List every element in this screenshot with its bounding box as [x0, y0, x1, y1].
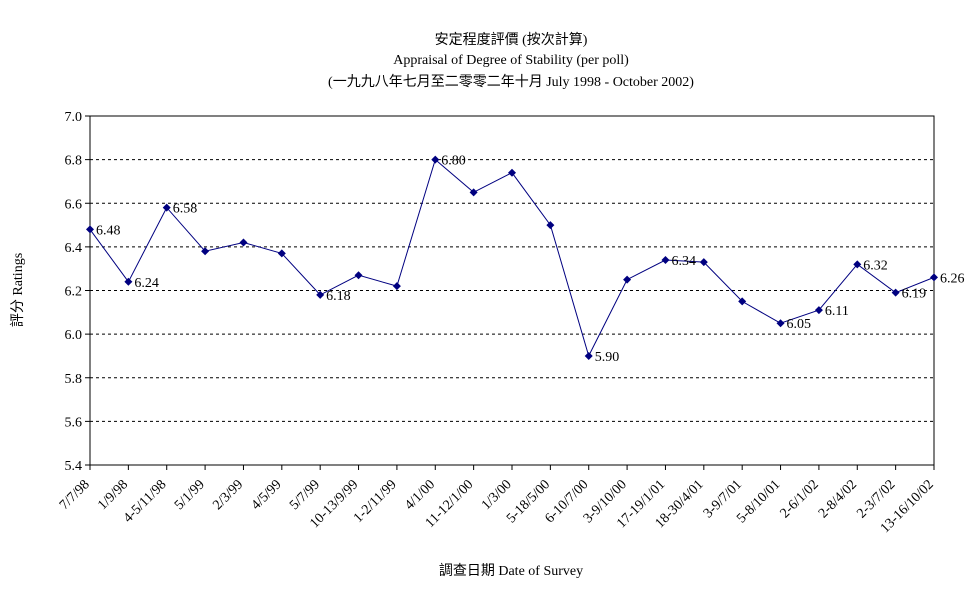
data-point — [738, 297, 747, 306]
data-label: 6.26 — [940, 271, 965, 286]
data-point — [469, 188, 478, 197]
data-label: 6.05 — [787, 317, 812, 332]
x-tick-label: 1/3/00 — [479, 477, 515, 513]
data-label: 5.90 — [595, 350, 620, 365]
data-label: 6.32 — [863, 258, 888, 273]
x-tick-label: 7/7/98 — [57, 477, 93, 513]
y-tick-label: 6.6 — [65, 197, 83, 212]
data-label: 6.18 — [326, 289, 351, 304]
chart-subtitle-period: (一九九八年七月至二零零二年十月 July 1998 - October 200… — [328, 74, 694, 90]
x-tick-label: 5/7/99 — [287, 477, 323, 513]
data-label: 6.58 — [173, 202, 198, 217]
data-point — [584, 351, 593, 360]
data-point — [86, 225, 94, 234]
data-point — [431, 155, 440, 164]
data-labels: 6.48 6.24 6.58 6.18 6.80 5.90 6.34 6.05 6.11 6.32… — [96, 154, 965, 365]
data-label: 6.19 — [902, 287, 927, 302]
data-point — [316, 290, 325, 299]
y-tick-label: 6.8 — [65, 154, 83, 169]
x-axis-title: 調查日期 Date of Survey — [439, 563, 583, 579]
data-point — [930, 273, 938, 282]
data-point — [699, 258, 708, 267]
data-point — [124, 277, 133, 286]
data-label: 6.48 — [96, 223, 121, 238]
y-tick-label: 5.6 — [65, 415, 83, 430]
chart-title: 安定程度評價 (按次計算) — [435, 31, 588, 48]
x-tick-label: 1/9/98 — [95, 477, 131, 513]
data-point — [277, 249, 286, 258]
data-point — [623, 275, 632, 284]
data-point — [853, 260, 862, 269]
data-point — [201, 247, 210, 256]
data-point — [891, 288, 900, 297]
x-tick-label: 4/1/00 — [402, 477, 438, 513]
ratings-series — [86, 155, 938, 360]
x-tick-label: 4/5/99 — [249, 477, 285, 513]
plot-area-border — [89, 115, 935, 466]
y-tick-label: 6.0 — [65, 328, 83, 343]
y-tick-label: 5.4 — [65, 459, 83, 474]
x-tick-label: 2-6/1/02 — [778, 477, 822, 521]
y-tick-label: 5.8 — [65, 372, 83, 387]
data-label: 6.80 — [441, 154, 466, 169]
x-tick-label: 4-5/11/98 — [121, 477, 170, 526]
data-point — [392, 282, 401, 291]
x-tick-label: 5/1/99 — [172, 477, 208, 513]
data-point — [776, 319, 785, 328]
y-axis-title: 評分 Ratings — [10, 253, 26, 327]
x-tick-label: 2-8/4/02 — [816, 477, 860, 521]
data-point — [354, 271, 363, 280]
data-point — [546, 221, 555, 230]
data-point — [661, 255, 670, 264]
y-tick-label: 6.2 — [65, 285, 83, 300]
y-tick-label: 7.0 — [65, 110, 83, 125]
x-tick-label: 1-2/11/99 — [351, 477, 400, 526]
x-tick-label: 2/3/99 — [210, 477, 246, 513]
y-axis-ticks: 5.4 5.6 5.8 6.0 6.2 6.4 6.6 6.8 7.0 — [65, 110, 90, 474]
chart-subtitle: Appraisal of Degree of Stability (per po… — [393, 53, 629, 68]
data-label: 6.34 — [671, 254, 696, 269]
y-tick-label: 6.4 — [65, 241, 83, 256]
x-axis-ticks: 7/7/98 1/9/984-5/11/98 5/1/99 2/3/99 4/5/99 5… — [57, 465, 937, 536]
gridlines — [90, 159, 934, 422]
data-label: 6.11 — [825, 304, 849, 319]
data-point — [162, 203, 171, 212]
data-point — [239, 238, 248, 247]
data-point — [508, 168, 516, 177]
data-label: 6.24 — [134, 276, 159, 291]
data-point — [814, 306, 823, 315]
